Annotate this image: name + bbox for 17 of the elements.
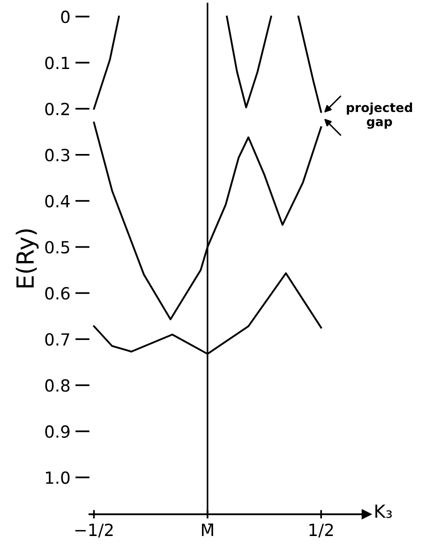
x-tick-label: M̄	[202, 524, 214, 536]
y-tick-label: 0.3	[45, 148, 70, 162]
annotation: projected gap	[346, 102, 412, 129]
y-tick-label: 0.5	[45, 240, 70, 254]
y-tick-label: 0.7	[45, 333, 70, 346]
y-tick-label: 0.8	[45, 379, 70, 392]
x-tick-label: −1/2	[75, 524, 113, 538]
x-axis-title: K₃	[375, 504, 392, 518]
x-tick-label: 1/2	[310, 524, 333, 538]
y-tick-label: 0.1	[45, 56, 70, 70]
y-tick-label: 0.6	[45, 287, 70, 300]
y-axis-title: E(Ry)	[16, 229, 39, 288]
y-tick-label: 0.4	[45, 194, 70, 208]
y-tick-label: 0.9	[45, 425, 70, 438]
y-tick-label: 0	[61, 10, 70, 24]
y-tick-label: 0.2	[45, 102, 69, 116]
y-tick-label: 1.0	[46, 471, 70, 484]
